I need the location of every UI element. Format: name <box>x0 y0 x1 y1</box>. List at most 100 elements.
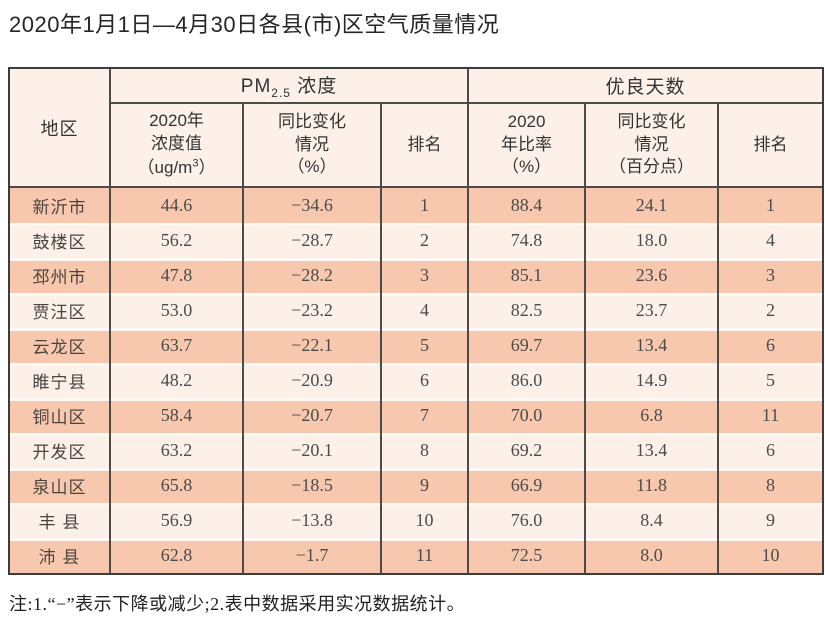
col-header-days-rank: 排名 <box>717 104 823 188</box>
days-ratio-cell: 72.5 <box>467 538 585 573</box>
pm-value-cell: 58.4 <box>109 398 242 433</box>
table-header: 地区 PM2.5 浓度 优良天数 2020年 浓度值 （ug/m3） 同比变化 … <box>10 69 823 188</box>
col-header-pm-change: 同比变化 情况 （%） <box>242 104 380 188</box>
pm-change-cell: −18.5 <box>242 468 380 503</box>
table-row: 睢宁县 48.2 −20.9 6 86.0 14.9 5 <box>10 363 823 398</box>
days-ratio-unit: （%） <box>501 157 552 177</box>
pm-rank-cell: 9 <box>380 468 468 503</box>
days-rank-cell: 2 <box>717 293 823 328</box>
pm-value-cell: 62.8 <box>109 538 242 573</box>
days-rank-cell: 8 <box>717 468 823 503</box>
table-row: 开发区 63.2 −20.1 8 69.2 13.4 6 <box>10 433 823 468</box>
days-ratio-cell: 69.7 <box>467 328 585 363</box>
col-group-pm25: PM2.5 浓度 <box>109 69 468 104</box>
col-group-good-days: 优良天数 <box>467 69 823 104</box>
days-ratio-cell: 88.4 <box>467 188 585 223</box>
pm-value-cell: 53.0 <box>109 293 242 328</box>
region-cell: 贾汪区 <box>10 293 109 328</box>
footnote: 注:1.“−”表示下降或减少;2.表中数据采用实况数据统计。 <box>9 594 466 614</box>
pm-change-cell: −28.2 <box>242 258 380 293</box>
region-cell: 新沂市 <box>10 188 109 223</box>
pm25-label-subscript: 2.5 <box>271 85 291 100</box>
pm-change-line1: 同比变化 <box>278 111 346 131</box>
days-change-cell: 8.0 <box>584 538 718 573</box>
pm25-label-prefix: PM <box>240 76 272 98</box>
pm-rank-cell: 3 <box>380 258 468 293</box>
days-ratio-cell: 74.8 <box>467 223 585 258</box>
region-cell: 丰 县 <box>10 503 109 538</box>
region-cell: 铜山区 <box>10 398 109 433</box>
days-change-cell: 14.9 <box>584 363 718 398</box>
days-change-cell: 6.8 <box>584 398 718 433</box>
table-row: 邳州市 47.8 −28.2 3 85.1 23.6 3 <box>10 258 823 293</box>
days-ratio-cell: 82.5 <box>467 293 585 328</box>
pm-value-cell: 47.8 <box>109 258 242 293</box>
days-change-cell: 18.0 <box>584 223 718 258</box>
region-cell: 开发区 <box>10 433 109 468</box>
days-change-unit: （百分点） <box>609 157 695 177</box>
days-ratio-line1: 2020 <box>507 111 546 131</box>
days-ratio-line2: 年比率 <box>501 134 553 154</box>
region-cell: 云龙区 <box>10 328 109 363</box>
pm-change-line2: 情况 <box>295 134 329 154</box>
pm-rank-cell: 11 <box>380 538 468 573</box>
days-change-line1: 同比变化 <box>617 111 686 131</box>
days-change-cell: 13.4 <box>584 328 718 363</box>
pm-value-cell: 65.8 <box>109 468 242 503</box>
days-rank-cell: 11 <box>717 398 823 433</box>
days-ratio-cell: 85.1 <box>467 258 585 293</box>
region-cell: 泉山区 <box>10 468 109 503</box>
days-change-cell: 13.4 <box>584 433 718 468</box>
days-rank-cell: 4 <box>717 223 823 258</box>
pm-rank-cell: 2 <box>380 223 468 258</box>
pm-rank-cell: 7 <box>380 398 468 433</box>
pm-change-cell: −22.1 <box>242 328 380 363</box>
region-cell: 沛 县 <box>10 538 109 573</box>
days-ratio-cell: 76.0 <box>467 503 585 538</box>
pm-change-cell: −13.8 <box>242 503 380 538</box>
col-header-pm-rank: 排名 <box>380 104 468 188</box>
table-row: 丰 县 56.9 −13.8 10 76.0 8.4 9 <box>10 503 823 538</box>
pm-rank-cell: 4 <box>380 293 468 328</box>
days-change-cell: 24.1 <box>584 188 718 223</box>
col-header-pm-value: 2020年 浓度值 （ug/m3） <box>109 104 242 188</box>
days-rank-cell: 5 <box>717 363 823 398</box>
days-rank-cell: 9 <box>717 503 823 538</box>
table-row: 新沂市 44.6 −34.6 1 88.4 24.1 1 <box>10 188 823 223</box>
header-sub-row: 2020年 浓度值 （ug/m3） 同比变化 情况 （%） 排名 2020 年比… <box>10 104 823 188</box>
page-title: 2020年1月1日—4月30日各县(市)区空气质量情况 <box>9 12 500 37</box>
days-rank-cell: 6 <box>717 433 823 468</box>
table-row: 贾汪区 53.0 −23.2 4 82.5 23.7 2 <box>10 293 823 328</box>
pm-change-cell: −1.7 <box>242 538 380 573</box>
pm-value-line2: 浓度值 <box>151 134 202 154</box>
pm-change-cell: −20.7 <box>242 398 380 433</box>
pm-value-cell: 56.2 <box>109 223 242 258</box>
table-body: 新沂市 44.6 −34.6 1 88.4 24.1 1 鼓楼区 56.2 −28.7 2 74.8 1… <box>10 188 823 573</box>
region-cell: 鼓楼区 <box>10 223 109 258</box>
pm-change-unit: （%） <box>287 157 337 177</box>
days-change-cell: 23.6 <box>584 258 718 293</box>
pm-value-cell: 63.7 <box>109 328 242 363</box>
table-row: 泉山区 65.8 −18.5 9 66.9 11.8 8 <box>10 468 823 503</box>
air-quality-table: 地区 PM2.5 浓度 优良天数 2020年 浓度值 （ug/m3） 同比变化 … <box>8 67 825 575</box>
table-row: 云龙区 63.7 −22.1 5 69.7 13.4 6 <box>10 328 823 363</box>
pm-change-cell: −23.2 <box>242 293 380 328</box>
days-rank-cell: 6 <box>717 328 823 363</box>
header-group-row: 地区 PM2.5 浓度 优良天数 <box>10 69 823 188</box>
pm-value-unit: （ug/m3） <box>137 157 216 177</box>
days-change-cell: 11.8 <box>584 468 718 503</box>
days-ratio-cell: 70.0 <box>467 398 585 433</box>
days-ratio-cell: 86.0 <box>467 363 585 398</box>
pm-rank-cell: 1 <box>380 188 468 223</box>
pm-value-cell: 48.2 <box>109 363 242 398</box>
pm-value-cell: 63.2 <box>109 433 242 468</box>
pm-rank-cell: 6 <box>380 363 468 398</box>
col-header-region: 地区 <box>10 69 109 188</box>
pm25-label-suffix: 浓度 <box>290 76 338 98</box>
pm-change-cell: −20.1 <box>242 433 380 468</box>
pm-rank-cell: 5 <box>380 328 468 363</box>
pm-value-line1: 2020年 <box>149 111 204 131</box>
pm-rank-cell: 8 <box>380 433 468 468</box>
col-header-days-ratio: 2020 年比率 （%） <box>467 104 585 188</box>
